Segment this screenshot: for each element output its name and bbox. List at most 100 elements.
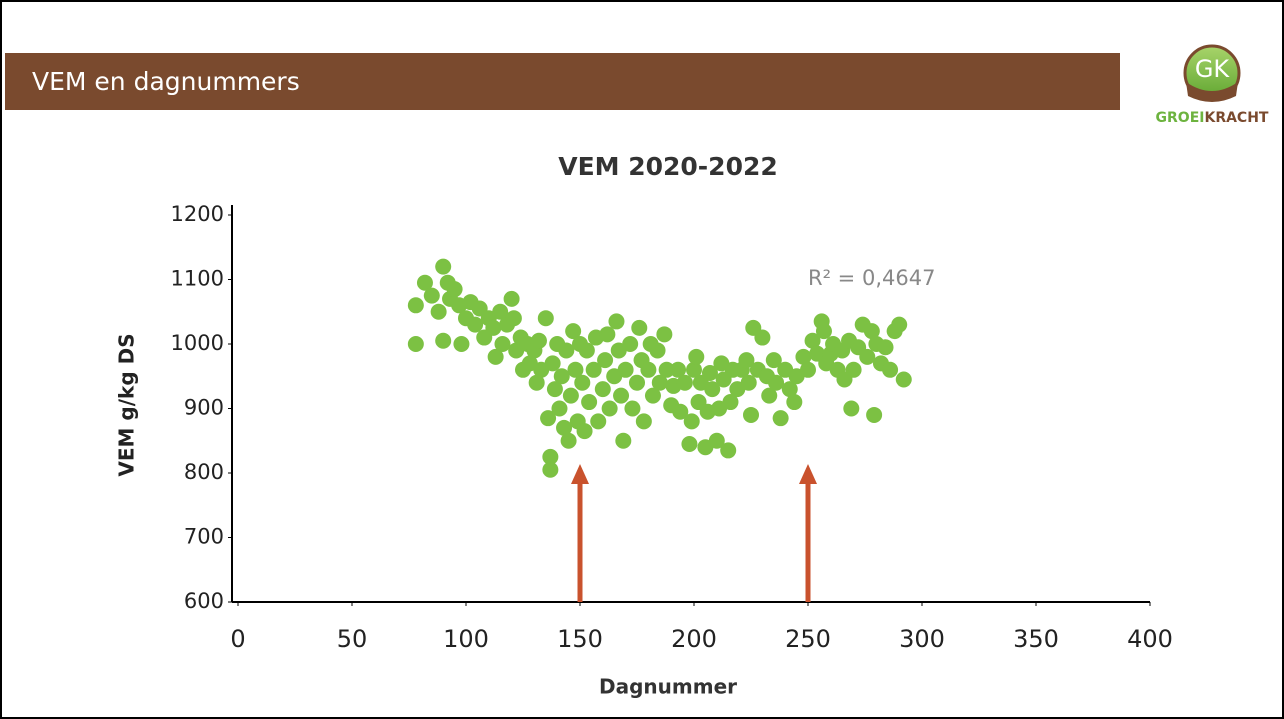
data-point	[644, 387, 661, 404]
data-point	[649, 342, 666, 359]
data-point	[407, 336, 424, 352]
data-point	[683, 413, 700, 430]
y-axis-label: VEM g/kg DS	[115, 333, 139, 476]
data-point	[772, 410, 789, 427]
data-point	[537, 310, 554, 327]
data-point	[804, 332, 821, 349]
data-point	[686, 361, 702, 378]
y-tick-label: 700	[184, 525, 224, 549]
data-point	[528, 374, 545, 391]
data-point	[615, 432, 632, 449]
data-point	[494, 336, 511, 352]
data-point	[676, 374, 693, 391]
data-point	[786, 394, 803, 411]
data-point	[542, 448, 559, 465]
x-tick-label: 50	[337, 625, 368, 653]
x-axis-label: Dagnummer	[599, 675, 737, 699]
data-point	[576, 423, 593, 440]
data-point	[492, 303, 509, 320]
data-point	[553, 368, 570, 385]
data-point	[866, 406, 883, 423]
y-tick-label: 1100	[171, 267, 224, 291]
data-point	[738, 352, 755, 369]
header-title: VEM en dagnummers	[32, 67, 300, 96]
data-point	[453, 336, 470, 352]
logo-text: GROEIKRACHT	[1156, 110, 1269, 126]
data-point	[631, 319, 648, 336]
data-point	[891, 316, 908, 333]
data-point	[815, 323, 832, 340]
y-tick-label: 600	[184, 589, 224, 613]
y-tick-label: 1200	[171, 202, 224, 226]
x-tick-label: 400	[1127, 625, 1173, 653]
data-point	[895, 371, 912, 388]
data-point	[435, 332, 452, 349]
data-point	[430, 303, 447, 320]
header-bar	[5, 53, 1120, 110]
data-point	[768, 374, 785, 391]
data-point	[487, 348, 504, 365]
data-point	[613, 387, 630, 404]
data-point	[542, 461, 559, 478]
data-point	[877, 339, 894, 356]
data-point	[565, 323, 582, 340]
data-point	[423, 287, 440, 304]
data-point	[585, 361, 602, 378]
data-point	[556, 419, 573, 436]
x-tick-label: 200	[671, 625, 717, 653]
data-point	[651, 374, 668, 391]
data-point	[485, 319, 502, 336]
data-point	[608, 313, 625, 330]
data-point	[560, 432, 577, 449]
data-point	[708, 432, 725, 449]
data-point	[863, 323, 880, 340]
data-point	[845, 361, 862, 378]
arrow-head	[571, 464, 589, 484]
data-point	[617, 361, 634, 378]
data-point	[761, 387, 778, 404]
data-point	[681, 435, 698, 452]
data-point	[597, 352, 614, 369]
x-tick-label: 100	[443, 625, 489, 653]
data-point	[672, 403, 689, 420]
data-point	[446, 281, 463, 298]
x-tick-label: 150	[557, 625, 603, 653]
data-point	[629, 374, 645, 391]
data-point	[640, 361, 657, 378]
data-point	[622, 336, 639, 352]
data-point	[594, 381, 611, 398]
r2-annotation: R² = 0,4647	[808, 266, 935, 290]
y-tick-label: 900	[184, 396, 224, 420]
data-point	[701, 365, 718, 382]
data-point	[435, 258, 452, 275]
data-point	[740, 374, 757, 391]
data-point	[546, 381, 563, 398]
logo-text-part: GROEI	[1156, 110, 1205, 126]
logo-mark: GK	[1195, 55, 1231, 83]
data-point	[765, 352, 782, 369]
data-point	[704, 381, 721, 398]
data-point	[540, 410, 557, 427]
data-point	[581, 394, 598, 411]
data-point	[574, 374, 591, 391]
x-tick-label: 0	[230, 625, 245, 653]
data-point	[720, 442, 737, 459]
data-point	[551, 400, 568, 417]
data-point	[781, 381, 798, 398]
x-tick-label: 350	[1013, 625, 1059, 653]
arrow-head	[799, 464, 817, 484]
data-point	[578, 342, 595, 359]
data-point	[843, 400, 860, 417]
data-point	[859, 348, 876, 365]
data-point	[635, 413, 652, 430]
logo-field	[1186, 82, 1238, 102]
data-point	[544, 355, 561, 372]
data-point	[800, 361, 816, 378]
data-point	[656, 326, 673, 343]
y-tick-label: 1000	[171, 331, 224, 355]
data-point	[599, 326, 616, 343]
y-tick-label: 800	[184, 460, 224, 484]
data-point	[503, 290, 520, 307]
data-point	[722, 394, 739, 411]
